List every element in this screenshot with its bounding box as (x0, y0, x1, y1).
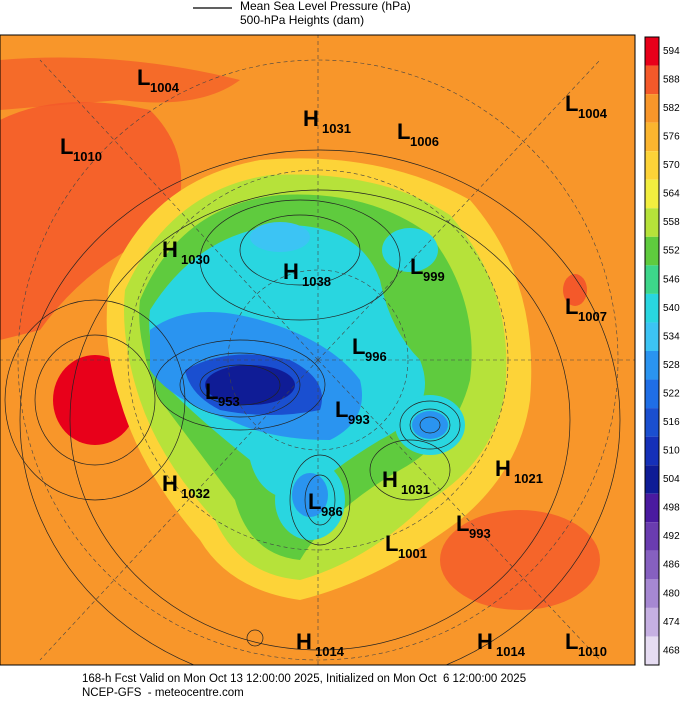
colorbar-swatch (645, 436, 659, 466)
colorbar-label: 570 (663, 160, 680, 171)
center-pressure: 1004 (578, 106, 608, 121)
center-pressure: 1004 (150, 80, 180, 95)
center-letter: L (565, 91, 578, 116)
colorbar-swatch (645, 351, 659, 380)
colorbar-swatch (645, 122, 659, 152)
colorbar-frame (644, 36, 660, 666)
center-letter: H (296, 629, 312, 654)
colorbar-label: 594 (663, 46, 680, 57)
colorbar-label: 492 (663, 531, 680, 542)
colorbar-label: 522 (663, 388, 680, 399)
center-letter: L (385, 531, 398, 556)
center-letter: L (397, 119, 410, 144)
center-letter: L (352, 334, 365, 359)
center-letter: L (456, 511, 469, 536)
colorbar: 594 588 582 576 570 564 558 552 546 540 534 528 522 5… (644, 36, 680, 666)
colorbar-label: 576 (663, 132, 680, 143)
center-letter: H (162, 471, 178, 496)
center-letter: H (477, 629, 493, 654)
colorbar-label: 558 (663, 217, 680, 228)
colorbar-swatch (645, 151, 659, 180)
colorbar-swatch (645, 293, 659, 323)
center-pressure: 1038 (302, 274, 331, 289)
colorbar-label: 510 (663, 446, 680, 457)
map-frame (0, 34, 636, 666)
center-pressure: 1007 (578, 309, 607, 324)
colorbar-swatch (645, 236, 659, 266)
center-pressure: 1014 (315, 644, 345, 659)
colorbar-swatch (645, 379, 659, 409)
colorbar-label: 516 (663, 417, 680, 428)
colorbar-label: 486 (663, 560, 680, 571)
center-letter: H (382, 467, 398, 492)
center-pressure: 1030 (181, 252, 210, 267)
center-pressure: 1001 (398, 546, 427, 561)
center-pressure: 1006 (410, 134, 439, 149)
colorbar-swatch (645, 65, 659, 95)
center-letter: H (495, 456, 511, 481)
colorbar-label: 552 (663, 246, 680, 257)
center-pressure: 1031 (401, 482, 430, 497)
center-letter: L (137, 65, 150, 90)
legend-line-label: Mean Sea Level Pressure (hPa) (240, 0, 411, 13)
center-letter: H (303, 106, 319, 131)
colorbar-swatch (645, 265, 659, 294)
colorbar-label: 564 (663, 189, 680, 200)
colorbar-swatch (645, 37, 659, 66)
center-pressure: 1021 (514, 471, 543, 486)
colorbar-label: 528 (663, 360, 680, 371)
center-pressure: 1010 (73, 149, 102, 164)
colorbar-swatch (645, 94, 659, 123)
colorbar-label: 588 (663, 74, 680, 85)
colorbar-label: 582 (663, 103, 680, 114)
center-pressure: 1014 (496, 644, 526, 659)
map-field (0, 35, 635, 665)
colorbar-label: 546 (663, 274, 680, 285)
center-letter: L (410, 254, 423, 279)
colorbar-swatch (645, 322, 659, 351)
colorbar-label: 468 (663, 645, 680, 656)
colorbar-swatch (645, 579, 659, 608)
center-letter: L (565, 294, 578, 319)
colorbar-label: 540 (663, 303, 680, 314)
colorbar-swatch (645, 493, 659, 523)
colorbar-label: 498 (663, 503, 680, 514)
colorbar-label: 534 (663, 331, 680, 342)
colorbar-label: 504 (663, 474, 680, 485)
legend-fill-label: 500-hPa Heights (dam) (240, 13, 364, 27)
center-pressure: 999 (423, 269, 445, 284)
colorbar-swatch (645, 208, 659, 237)
footer-source: NCEP-GFS - meteocentre.com (82, 687, 244, 699)
center-pressure: 1010 (578, 644, 607, 659)
center-pressure: 996 (365, 349, 387, 364)
center-pressure: 993 (469, 526, 491, 541)
footer-valid: 168-h Fcst Valid on Mon Oct 13 12:00:00 … (82, 673, 526, 685)
colorbar-swatch (645, 607, 659, 637)
colorbar-label: 474 (663, 617, 680, 628)
colorbar-swatch (645, 465, 659, 494)
center-letter: H (283, 259, 299, 284)
center-pressure: 953 (218, 394, 240, 409)
center-letter: L (205, 379, 218, 404)
center-pressure: 986 (321, 504, 343, 519)
center-letter: L (335, 397, 348, 422)
colorbar-swatch (645, 179, 659, 209)
colorbar-swatch (645, 522, 659, 551)
center-letter: L (565, 629, 578, 654)
center-pressure: 1031 (322, 121, 351, 136)
center-letter: L (308, 489, 321, 514)
colorbar-swatch (645, 408, 659, 437)
colorbar-label: 480 (663, 588, 680, 599)
center-letter: H (162, 237, 178, 262)
center-pressure: 1032 (181, 486, 210, 501)
center-letter: L (60, 134, 73, 159)
colorbar-swatch (645, 636, 659, 665)
colorbar-swatch (645, 550, 659, 580)
center-pressure: 993 (348, 412, 370, 427)
